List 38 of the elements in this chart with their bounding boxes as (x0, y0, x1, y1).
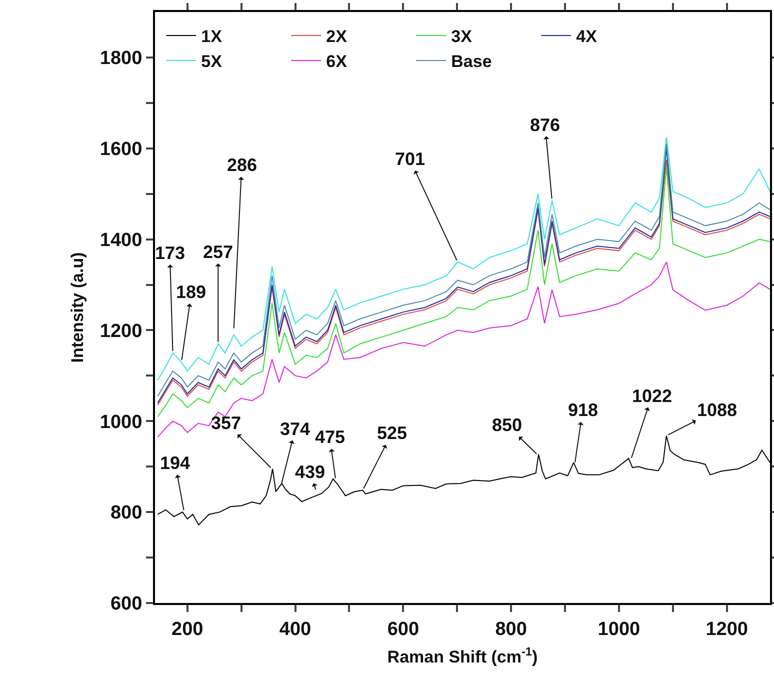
annotation: 525 (377, 423, 408, 443)
annotation: 357 (211, 413, 242, 433)
annotation: 701 (395, 149, 426, 169)
y-tick-label: 600 (110, 594, 142, 615)
annotation: 475 (315, 427, 346, 447)
y-tick-label: 1200 (100, 320, 142, 342)
legend-label: 3X (451, 27, 473, 46)
legend-label: 6X (326, 52, 348, 72)
annotation: 173 (155, 243, 186, 263)
legend-label: 2X (326, 27, 348, 46)
legend-label: Base (451, 52, 492, 72)
x-tick-label: 1000 (598, 618, 640, 640)
x-tick-label: 200 (172, 618, 204, 640)
annotation: 918 (568, 400, 598, 420)
x-axis-title: Raman Shift (cm$^{-1}$) (387, 644, 538, 667)
annotation: 439 (295, 462, 326, 482)
annotation: 876 (530, 115, 560, 135)
annotation: 1022 (632, 386, 672, 406)
y-axis-title: Intensity (a.u) (68, 252, 87, 363)
y-tick-label: 1600 (100, 139, 142, 160)
y-tick-label: 1000 (100, 412, 142, 433)
y-tick-label: 1800 (100, 48, 142, 70)
annotation: 1088 (697, 400, 738, 420)
x-tick-label: 400 (279, 618, 312, 640)
annotation: 257 (203, 242, 234, 262)
annotation: 286 (227, 155, 258, 175)
x-tick-label: 600 (387, 618, 420, 640)
annotation: 850 (492, 415, 522, 435)
x-tick-label: 1200 (706, 618, 748, 640)
legend-label: 5X (201, 52, 223, 72)
annotation: 194 (160, 453, 190, 473)
legend-label: 1X (201, 27, 223, 46)
y-tick-label: 1400 (100, 230, 142, 251)
annotation: 189 (176, 282, 206, 302)
y-tick-label: 800 (110, 502, 142, 524)
x-tick-label: 800 (495, 618, 527, 640)
annotation: 374 (280, 419, 310, 439)
legend-label: 4X (576, 27, 598, 46)
